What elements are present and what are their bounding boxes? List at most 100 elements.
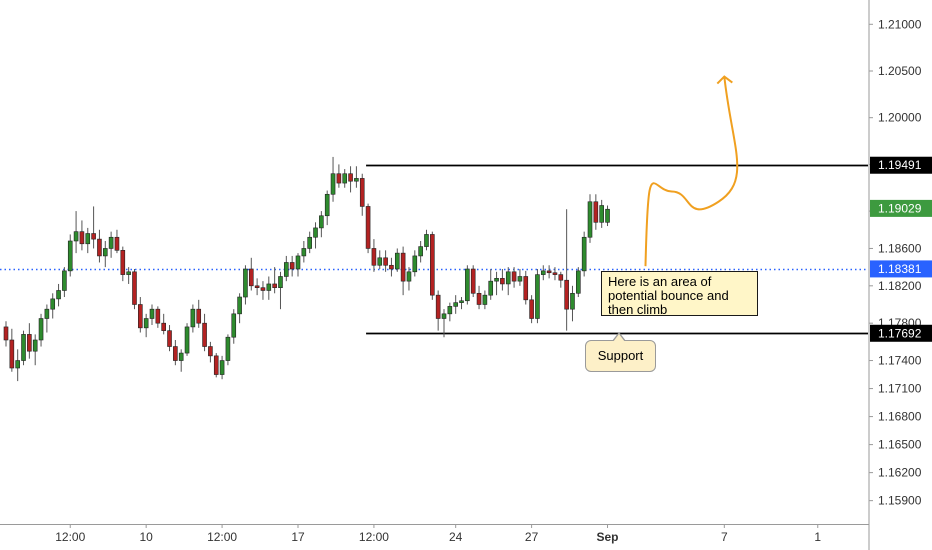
candle-body bbox=[307, 236, 312, 249]
last-price-badge-label: 1.19029 bbox=[878, 201, 922, 215]
price-tick-label: 1.21000 bbox=[878, 17, 922, 31]
candle-body bbox=[430, 234, 435, 296]
candle-body bbox=[108, 236, 114, 249]
candle-body bbox=[243, 268, 248, 298]
candle-body bbox=[383, 257, 388, 266]
candle-body bbox=[552, 272, 558, 275]
candle-body bbox=[44, 308, 50, 319]
candle-body bbox=[272, 283, 277, 288]
candle-body bbox=[196, 308, 202, 324]
candle-body bbox=[511, 271, 517, 282]
candle-body bbox=[260, 287, 266, 291]
level-price-badge-bg bbox=[870, 324, 932, 342]
candlesticks bbox=[3, 156, 610, 382]
time-axis-ticks[interactable]: 12:00 10 12:00 17 12:00 24 27 Sep 7 1 bbox=[55, 524, 821, 544]
candle-body bbox=[359, 178, 365, 207]
candle-body bbox=[324, 193, 330, 217]
candle-body bbox=[523, 276, 529, 301]
candle-body bbox=[313, 227, 318, 238]
price-tick-label: 1.16800 bbox=[878, 410, 922, 424]
projection-arrow bbox=[644, 75, 739, 267]
candle-body bbox=[184, 326, 190, 354]
candle-body bbox=[289, 262, 295, 270]
candle-body bbox=[412, 255, 418, 273]
candle-body bbox=[155, 308, 161, 324]
candle-body bbox=[225, 336, 231, 361]
candle-body bbox=[546, 270, 552, 274]
candle-body bbox=[38, 318, 44, 341]
candle-body bbox=[143, 318, 149, 329]
price-tick-label: 1.15900 bbox=[878, 494, 922, 508]
candle-body bbox=[266, 283, 272, 291]
candle-body bbox=[219, 360, 225, 375]
price-tick-label: 1.17100 bbox=[878, 382, 922, 396]
candle-body bbox=[85, 233, 91, 245]
time-tick-label: 17 bbox=[291, 530, 305, 544]
candle-body bbox=[284, 262, 289, 277]
candle-body bbox=[500, 278, 505, 285]
candle-body bbox=[254, 285, 260, 288]
candle-body bbox=[348, 173, 353, 182]
time-tick-label: 12:00 bbox=[359, 530, 389, 544]
candle-body bbox=[173, 346, 178, 361]
candle-body bbox=[149, 308, 155, 319]
bounce-annotation[interactable]: Here is an area of potential bounce and … bbox=[601, 271, 758, 317]
candle-body bbox=[441, 313, 447, 319]
candle-body bbox=[114, 236, 120, 251]
candle-body bbox=[73, 231, 79, 242]
candle-body bbox=[435, 294, 441, 319]
candle-body bbox=[62, 270, 67, 291]
candle-body bbox=[126, 271, 131, 275]
candle-body bbox=[564, 279, 569, 310]
candle-body bbox=[248, 268, 254, 287]
projection-curve bbox=[644, 76, 739, 267]
candle-body bbox=[494, 278, 499, 282]
candle-body bbox=[406, 271, 412, 282]
candle-body bbox=[576, 270, 581, 294]
time-tick-label: Sep bbox=[597, 530, 619, 544]
candle-body bbox=[102, 248, 108, 257]
current-price-badge-bg bbox=[870, 260, 932, 278]
candle-body bbox=[389, 264, 394, 270]
price-tick-label: 1.20500 bbox=[878, 64, 922, 78]
price-tick-label: 1.16200 bbox=[878, 466, 922, 480]
level-price-badge-bg bbox=[870, 156, 932, 174]
candle-body bbox=[558, 274, 564, 281]
candle-body bbox=[161, 322, 166, 331]
candle-body bbox=[237, 296, 242, 315]
candle-body bbox=[459, 300, 464, 303]
candle-body bbox=[605, 208, 610, 223]
price-tick-label: 1.17400 bbox=[878, 354, 922, 368]
candle-body bbox=[56, 290, 61, 300]
candle-body bbox=[21, 334, 26, 361]
candle-body bbox=[278, 276, 283, 288]
candle-body bbox=[354, 178, 359, 182]
candle-body bbox=[465, 268, 470, 302]
candle-body bbox=[476, 292, 482, 305]
candle-body bbox=[319, 215, 324, 229]
candle-body bbox=[394, 252, 400, 270]
current-price-badge-label: 1.18381 bbox=[878, 262, 922, 276]
price-badges: 1.19491 1.17692 1.18381 1.19029 bbox=[870, 156, 932, 342]
time-tick-label: 27 bbox=[525, 530, 539, 544]
candle-body bbox=[97, 238, 102, 257]
candle-body bbox=[365, 206, 371, 249]
candle-body bbox=[132, 271, 137, 305]
candle-body bbox=[167, 330, 172, 347]
candle-body bbox=[9, 339, 15, 369]
candle-body bbox=[371, 248, 377, 266]
candle-body bbox=[301, 248, 307, 257]
candle-body bbox=[581, 236, 587, 272]
time-tick-label: 7 bbox=[721, 530, 728, 544]
time-tick-label: 1 bbox=[814, 530, 821, 544]
candle-body bbox=[50, 298, 56, 310]
last-price-badge-bg bbox=[870, 199, 932, 217]
candle-body bbox=[208, 346, 213, 357]
candle-body bbox=[570, 292, 575, 310]
level-price-badge-label: 1.19491 bbox=[878, 158, 922, 172]
price-tick-label: 1.18600 bbox=[878, 241, 922, 255]
candle-body bbox=[79, 231, 85, 245]
candle-body bbox=[470, 268, 476, 294]
support-callout[interactable]: Support bbox=[585, 332, 656, 372]
